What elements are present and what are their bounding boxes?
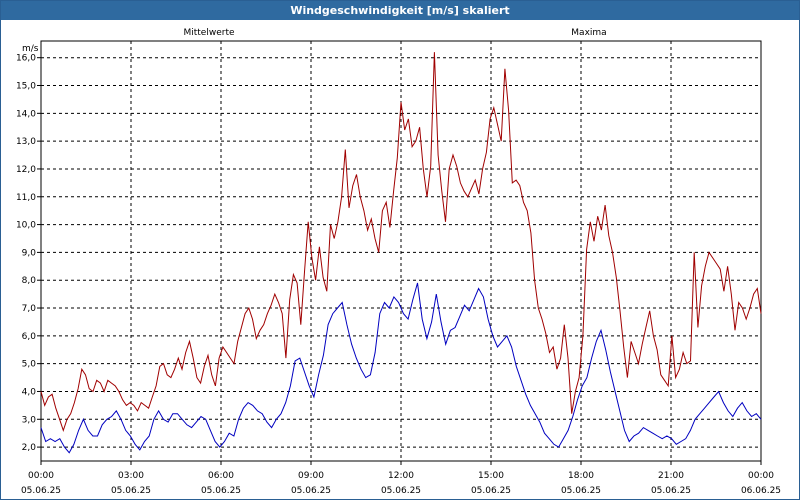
x-tick-date-label: 05.06.25 bbox=[471, 486, 511, 496]
x-tick-date-label: 05.06.25 bbox=[111, 486, 151, 496]
x-axis-labels: 00:00 05.06.25 03:00 05.06.25 06:00 05.06.25 0… bbox=[21, 461, 781, 496]
y-tick-label: 3,0 bbox=[22, 415, 37, 425]
legend-mittelwerte: Mittelwerte bbox=[183, 28, 234, 38]
x-tick-date-label: 06.06.25 bbox=[741, 486, 781, 496]
x-tick-time-label: 00:00 bbox=[748, 471, 774, 481]
series-line-maxima bbox=[40, 52, 762, 432]
x-tick-date-label: 05.06.25 bbox=[651, 486, 691, 496]
y-tick-label: 5,0 bbox=[22, 360, 37, 370]
y-axis-unit-label: m/s bbox=[22, 44, 39, 54]
y-tick-label: 8,0 bbox=[22, 276, 37, 286]
y-tick-label: 13,0 bbox=[16, 137, 36, 147]
y-axis-labels: 2,0 3,0 4,0 5,0 6,0 7,0 8,0 9,0 10,0 11,0 12,0 13,0… bbox=[16, 54, 41, 453]
y-tick-label: 14,0 bbox=[16, 109, 36, 119]
x-tick-time-label: 21:00 bbox=[658, 471, 684, 481]
x-tick-date-label: 05.06.25 bbox=[291, 486, 331, 496]
y-tick-label: 12,0 bbox=[16, 165, 36, 175]
x-tick-time-label: 09:00 bbox=[298, 471, 324, 481]
y-tick-label: 6,0 bbox=[22, 332, 37, 342]
y-tick-label: 2,0 bbox=[22, 443, 37, 453]
x-tick-date-label: 05.06.25 bbox=[201, 486, 241, 496]
x-tick-time-label: 12:00 bbox=[388, 471, 414, 481]
series-lines bbox=[40, 52, 762, 454]
x-tick-time-label: 18:00 bbox=[568, 471, 594, 481]
y-tick-label: 7,0 bbox=[22, 304, 37, 314]
y-tick-label: 16,0 bbox=[16, 54, 36, 64]
x-tick-time-label: 03:00 bbox=[118, 471, 144, 481]
window-title: Windgeschwindigkeit [m/s] skaliert bbox=[1, 1, 799, 20]
legend-maxima: Maxima bbox=[571, 28, 606, 38]
x-tick-date-label: 05.06.25 bbox=[21, 486, 61, 496]
x-tick-date-label: 05.06.25 bbox=[561, 486, 601, 496]
x-tick-time-label: 00:00 bbox=[28, 471, 54, 481]
y-tick-label: 9,0 bbox=[22, 248, 37, 258]
y-tick-label: 4,0 bbox=[22, 387, 37, 397]
y-tick-label: 10,0 bbox=[16, 221, 36, 231]
x-tick-time-label: 06:00 bbox=[208, 471, 234, 481]
x-tick-date-label: 05.06.25 bbox=[381, 486, 421, 496]
y-tick-label: 11,0 bbox=[16, 193, 36, 203]
y-tick-label: 15,0 bbox=[16, 82, 36, 92]
series-line-mittelwerte bbox=[40, 282, 762, 454]
x-tick-time-label: 15:00 bbox=[478, 471, 504, 481]
